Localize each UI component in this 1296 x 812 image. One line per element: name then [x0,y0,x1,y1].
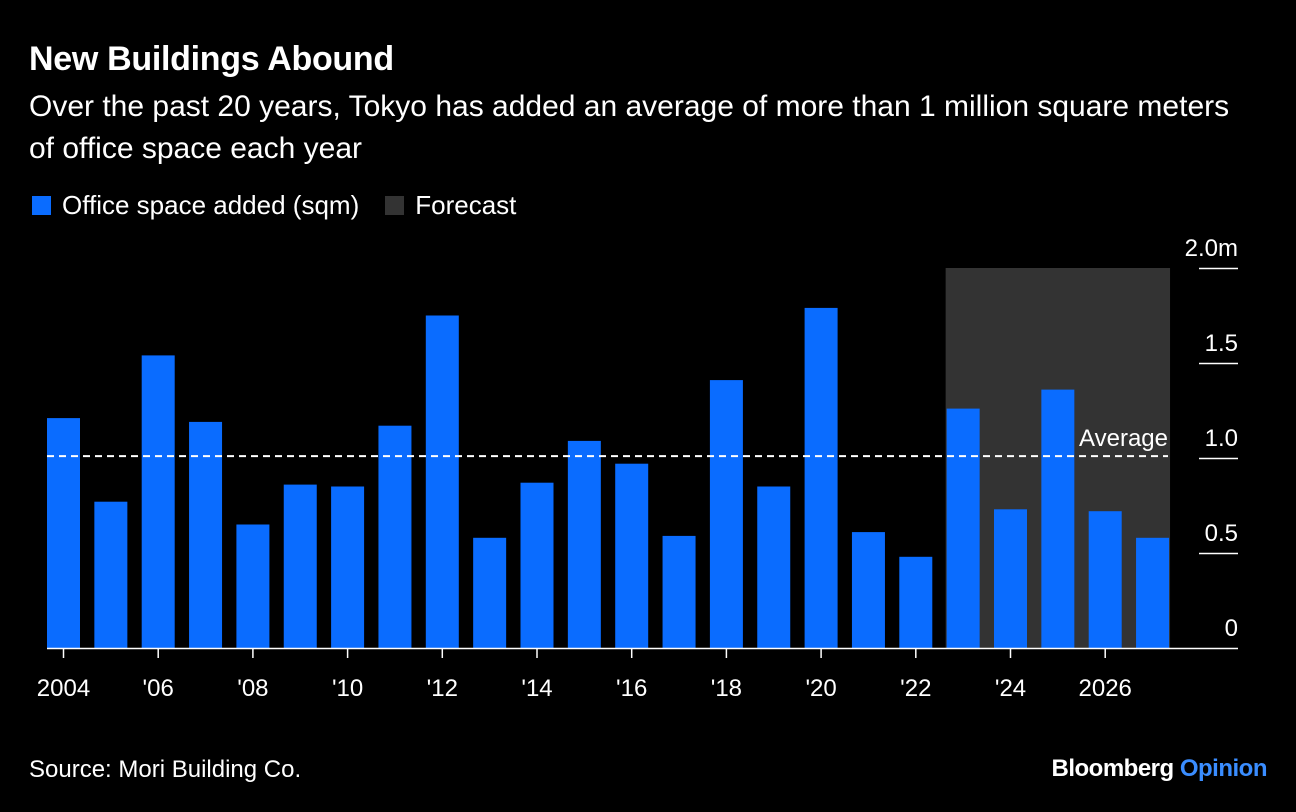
bar-2011 [378,425,412,648]
brand-logo: Bloomberg Opinion [1052,755,1268,783]
bar-2027 [1136,537,1170,648]
bar-2012 [425,315,459,648]
y-tick-label-0: 0 [1225,615,1238,642]
bar-2018 [709,380,743,648]
x-tick-label-2014: '14 [521,675,552,702]
bar-2013 [473,537,507,648]
legend-item-office-space: Office space added (sqm) [32,190,359,221]
bar-2006 [141,355,175,648]
y-tick-label-2: 1.0 [1205,425,1238,452]
legend-label-office-space: Office space added (sqm) [62,190,360,220]
legend-swatch-forecast [385,196,405,215]
bar-2021 [851,532,885,648]
bar-2010 [331,486,365,648]
source-note: Source: Mori Building Co. [29,756,302,783]
bar-2025 [1041,389,1075,648]
x-tick-label-2008: '08 [237,675,268,702]
bar-2014 [520,482,554,648]
legend-item-forecast: Forecast [385,190,516,221]
bar-2016 [615,463,649,648]
bar-2019 [757,486,791,648]
bar-2022 [899,556,933,648]
bar-2017 [662,535,696,648]
x-tick-label-2006: '06 [143,675,174,702]
y-tick-label-4: 2.0m [1185,235,1238,262]
bar-2008 [236,524,270,648]
bar-2023 [946,408,980,648]
x-tick-label-2010: '10 [332,675,363,702]
bar-2015 [567,440,601,648]
bar-2024 [994,509,1027,648]
x-tick-label-2018: '18 [711,675,742,702]
chart-title: New Buildings Abound [29,40,394,78]
x-tick-label-2022: '22 [900,675,931,702]
x-tick-label-2020: '20 [805,675,836,702]
x-tick-label-2026: 2026 [1079,675,1132,702]
legend-label-forecast: Forecast [415,190,517,220]
bar-2020 [804,307,838,648]
bar-2005 [94,501,128,648]
x-tick-label-2024: '24 [995,675,1026,702]
brand-name: Bloomberg [1051,755,1175,782]
legend: Office space added (sqm) Forecast [32,190,542,221]
bar-2007 [189,421,223,648]
x-tick-label-2004: 2004 [37,675,90,702]
x-tick-label-2012: '12 [427,675,458,702]
bar-2004 [47,418,80,648]
brand-suffix: Opinion [1179,755,1268,782]
chart-subtitle: Over the past 20 years, Tokyo has added … [29,90,1230,165]
y-tick-label-3: 1.5 [1205,330,1238,357]
bar-2009 [283,484,317,648]
y-tick-label-1: 0.5 [1205,520,1238,547]
legend-swatch-office-space [32,196,51,215]
x-tick-label-2016: '16 [616,675,647,702]
average-label: Average [1079,425,1168,452]
bar-2026 [1088,511,1122,648]
